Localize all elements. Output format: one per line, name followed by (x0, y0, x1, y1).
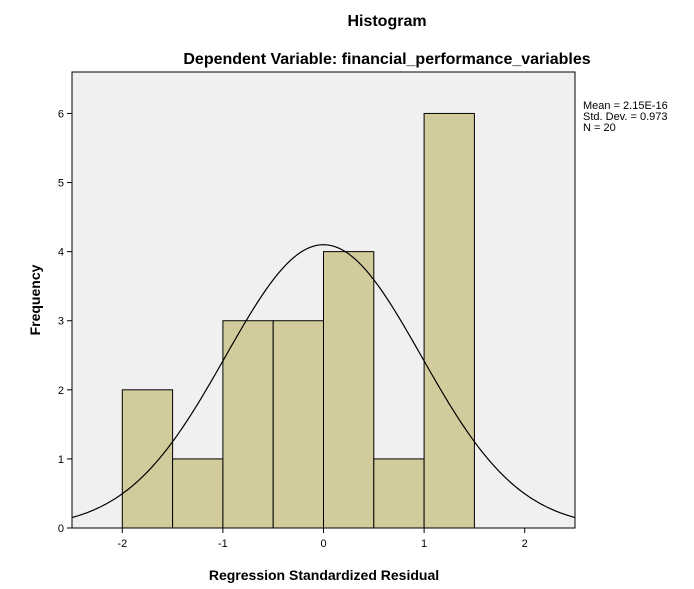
y-axis-title: Frequency (27, 264, 43, 335)
x-axis-title: Regression Standardized Residual (209, 567, 439, 583)
histogram-bar-5 (323, 251, 375, 529)
normal-curve (71, 244, 576, 519)
normal-curve-group (71, 244, 576, 519)
y-tick-label: 1 (58, 454, 64, 466)
histogram-bar-2 (172, 458, 224, 529)
stat-std-dev: Std. Dev. = 0.973 (583, 111, 668, 123)
x-tick-label: 0 (320, 538, 326, 550)
histogram-bar-3 (222, 320, 274, 529)
y-tick-label: 0 (58, 523, 64, 535)
x-tick-label: 2 (522, 538, 528, 550)
histogram-bar-4 (272, 320, 325, 529)
y-tick-label: 2 (58, 385, 64, 397)
histogram-bar-1 (121, 389, 174, 529)
chart-title: Histogram (347, 13, 426, 30)
chart-subtitle: Dependent Variable: financial_performanc… (183, 51, 590, 68)
bars-group (121, 112, 475, 529)
stat-mean: Mean = 2.15E-16 (583, 100, 668, 112)
x-tick-label: -2 (117, 538, 127, 550)
x-tick-label: 1 (421, 538, 427, 550)
x-tick-label: -1 (218, 538, 228, 550)
histogram-bar-6 (373, 458, 425, 529)
y-axis: 0 1 2 3 4 5 6 (58, 108, 72, 535)
y-tick-label: 4 (58, 247, 64, 259)
y-tick-label: 6 (58, 108, 64, 120)
stats-legend: Mean = 2.15E-16 Std. Dev. = 0.973 N = 20 (583, 100, 668, 134)
y-tick-label: 3 (58, 316, 64, 328)
histogram-bar-7 (423, 112, 475, 529)
x-axis: -2 -1 0 1 2 (117, 528, 528, 550)
y-tick-label: 5 (58, 178, 64, 190)
stat-n: N = 20 (583, 122, 616, 134)
